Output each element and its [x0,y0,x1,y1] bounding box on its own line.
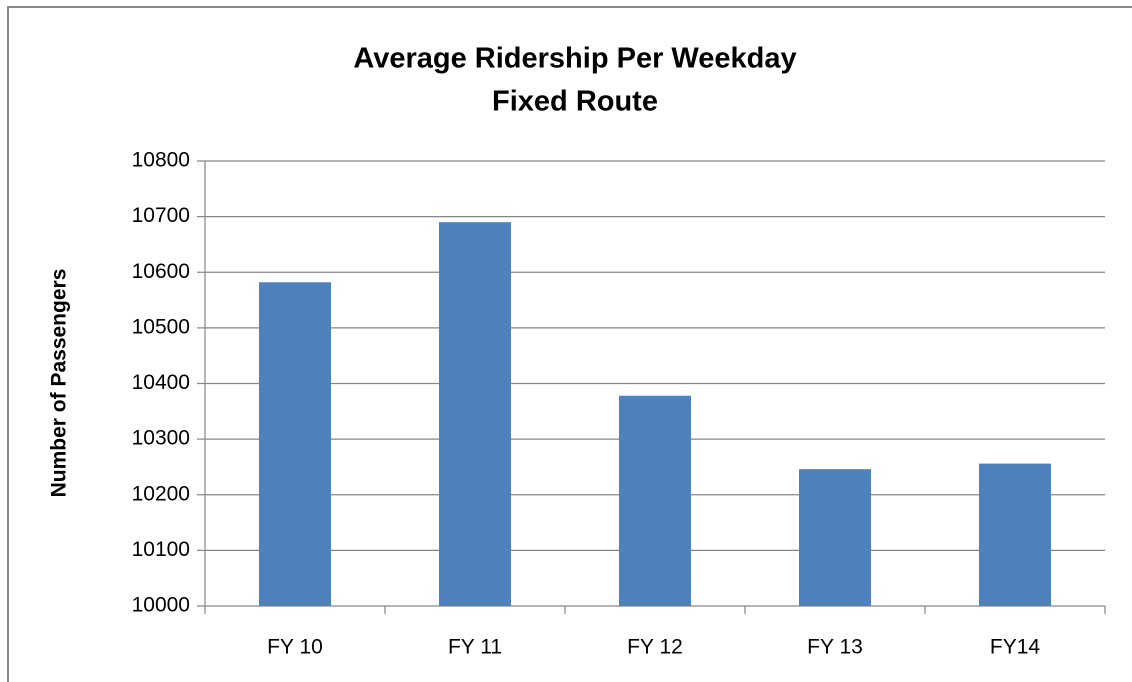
x-tick-label: FY 11 [448,636,502,659]
chart-frame [7,6,1132,682]
bar [799,469,871,606]
y-tick-label: 10200 [132,482,190,505]
y-tick-label: 10800 [132,149,190,172]
y-tick-label: 10700 [132,204,190,227]
y-tick-label: 10300 [132,427,190,450]
x-tick-label: FY14 [990,636,1041,659]
y-tick-label: 10600 [132,260,190,283]
y-tick-label: 10500 [132,315,190,338]
chart-subtitle: Fixed Route [492,86,658,118]
y-tick-label: 10000 [132,594,190,617]
x-tick-label: FY 13 [807,636,863,659]
bar [979,463,1051,606]
x-tick-label: FY 12 [627,636,683,659]
y-tick-label: 10400 [132,371,190,394]
x-tick-label: FY 10 [267,636,323,659]
bar [259,282,331,606]
chart-title: Average Ridership Per Weekday [353,43,796,75]
y-axis-title: Number of Passengers [48,269,71,498]
bar [439,222,511,606]
bar [619,395,691,606]
y-tick-label: 10100 [132,538,190,561]
